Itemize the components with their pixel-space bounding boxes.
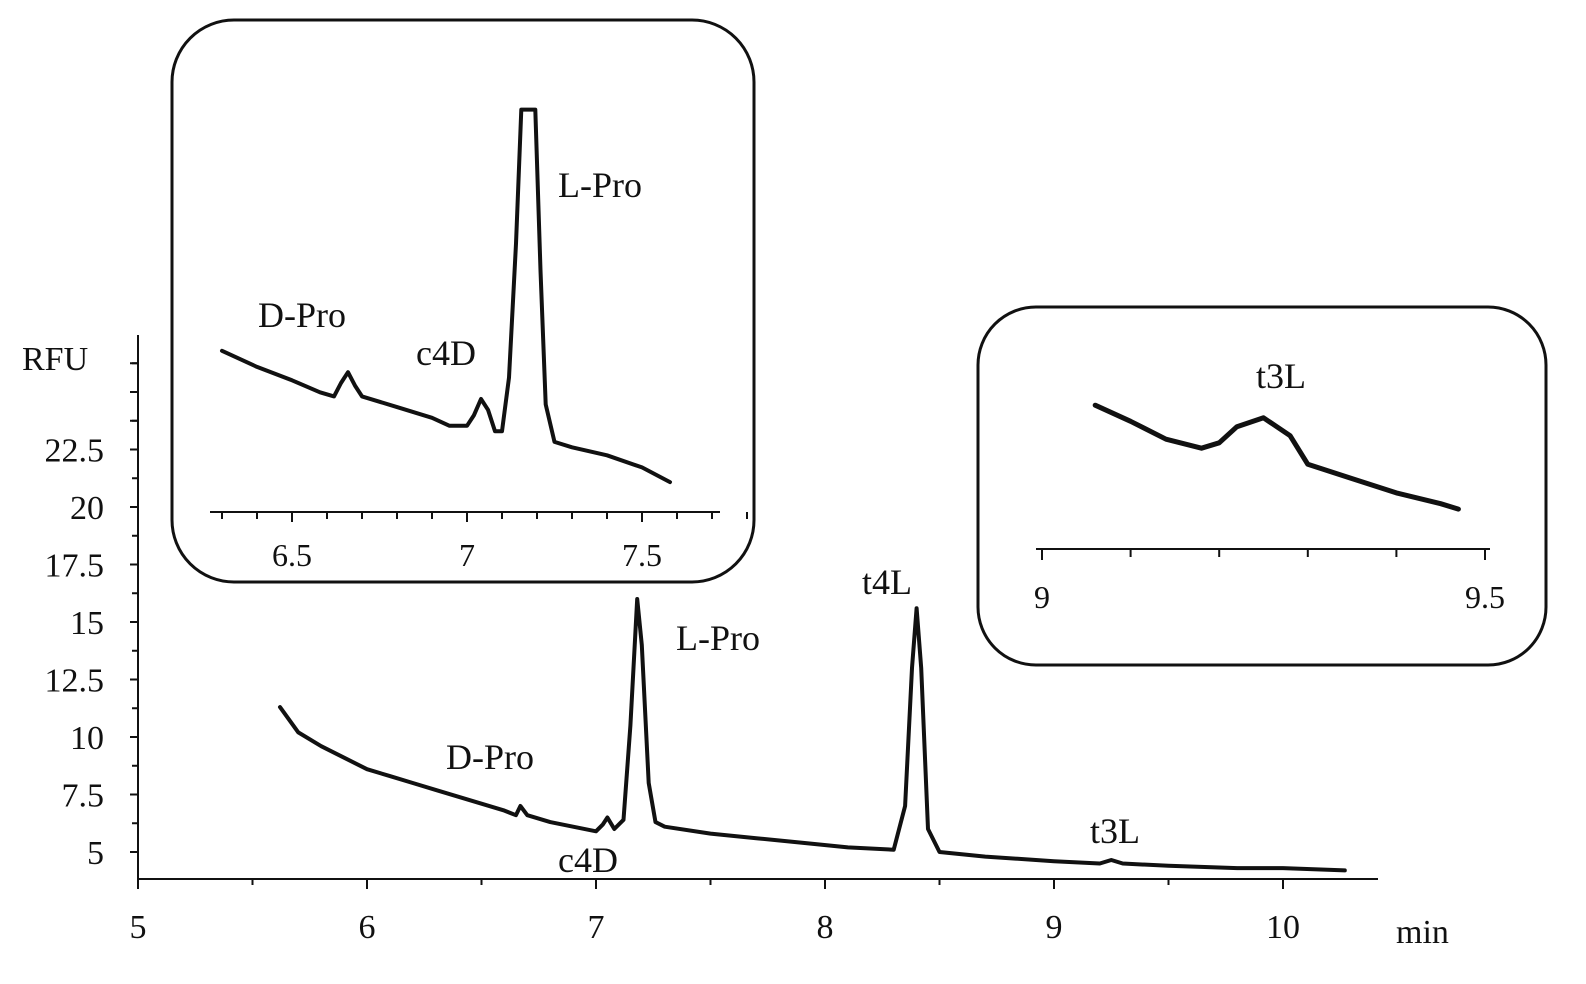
main-y-tick-label: 5 [87,835,104,872]
main-x-tick-label: 5 [130,909,147,946]
inset-peak-label-d-pro: D-Pro [258,295,346,335]
main-y-tick-label: 12.5 [45,663,105,700]
inset-peak-label-c4d: c4D [416,333,476,373]
main-y-tick-label: 15 [70,605,104,642]
inset-t3l-frame [976,305,1548,667]
inset-peak-label-l-pro: L-Pro [558,165,642,205]
main-y-tick-label: 20 [70,490,104,527]
inset-proline-x-ticks: 6.5 7 7.5 [221,512,748,573]
inset-proline-x-tick-label: 7 [459,537,475,573]
inset-proline-region: 6.5 7 7.5 D-Pro c4D L-Pro [170,18,756,584]
main-x-ticks: 5 6 7 8 9 10 [130,879,1300,946]
main-x-tick-label: 10 [1266,909,1300,946]
inset-t3l-x-ticks: 9 9.5 [1034,549,1505,615]
peak-label-l-pro: L-Pro [676,618,760,658]
inset-proline-x-tick-label: 6.5 [272,537,312,573]
main-y-tick-label: 17.5 [45,548,105,585]
y-axis-title: RFU [22,341,88,378]
inset-t3l-region: 9 9.5 t3L [976,305,1548,667]
peak-label-t4l: t4L [862,562,912,602]
inset-proline-x-tick-label: 7.5 [622,537,662,573]
inset-proline-frame [170,18,756,584]
main-trace-line [278,597,1347,873]
inset-t3l-x-tick-label: 9 [1034,579,1050,615]
x-axis-title: min [1396,914,1449,951]
peak-label-t3l: t3L [1090,811,1140,851]
main-y-tick-label: 22.5 [45,433,105,470]
main-x-tick-label: 7 [588,909,605,946]
main-x-tick-label: 8 [817,909,834,946]
inset-t3l-x-tick-label: 9.5 [1465,579,1505,615]
inset-proline-trace-line [220,107,672,485]
main-y-ticks: 5 7.5 10 12.5 15 17.5 20 22.5 [45,362,138,872]
main-x-tick-label: 9 [1046,909,1063,946]
main-x-tick-label: 6 [359,909,376,946]
inset-t3l-trace-line [1092,402,1461,512]
peak-label-c4d: c4D [558,840,618,880]
peak-label-d-pro: D-Pro [446,737,534,777]
inset-peak-label-t3l: t3L [1256,356,1306,396]
main-y-tick-label: 7.5 [62,778,105,815]
main-y-tick-label: 10 [70,720,104,757]
main-chart: 5 6 7 8 9 10 5 7.5 10 12.5 15 17.5 20 22.5 RFU min D… [22,335,1449,951]
